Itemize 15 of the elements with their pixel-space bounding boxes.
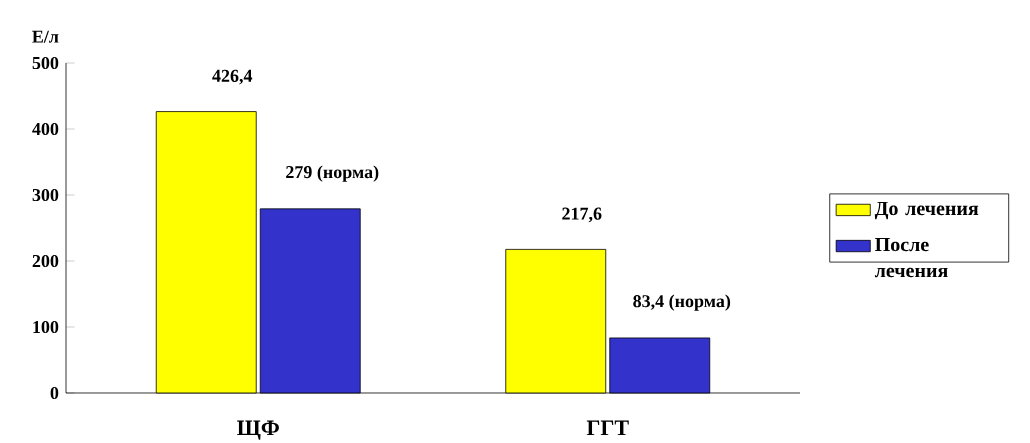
data-label: 426,4 <box>212 69 253 85</box>
x-tick-label: ЩФ <box>237 420 279 440</box>
y-axis-title: Е/л <box>32 30 59 43</box>
data-label: 279 (норма) <box>286 165 379 182</box>
y-tick-label: 100 <box>33 320 59 334</box>
y-tick-label: 500 <box>32 56 59 70</box>
y-tick-label: 300 <box>32 188 59 202</box>
y-tick-label: 400 <box>32 122 59 136</box>
data-label: 217,6 <box>562 207 602 223</box>
legend-label: До лечения <box>874 201 979 220</box>
data-label: 83,4 (норма) <box>633 294 731 311</box>
legend-label: После лечения <box>874 237 948 278</box>
y-tick-label: 0 <box>50 386 59 400</box>
x-tick-label: ГГТ <box>586 420 629 435</box>
y-tick-label: 200 <box>32 254 59 268</box>
